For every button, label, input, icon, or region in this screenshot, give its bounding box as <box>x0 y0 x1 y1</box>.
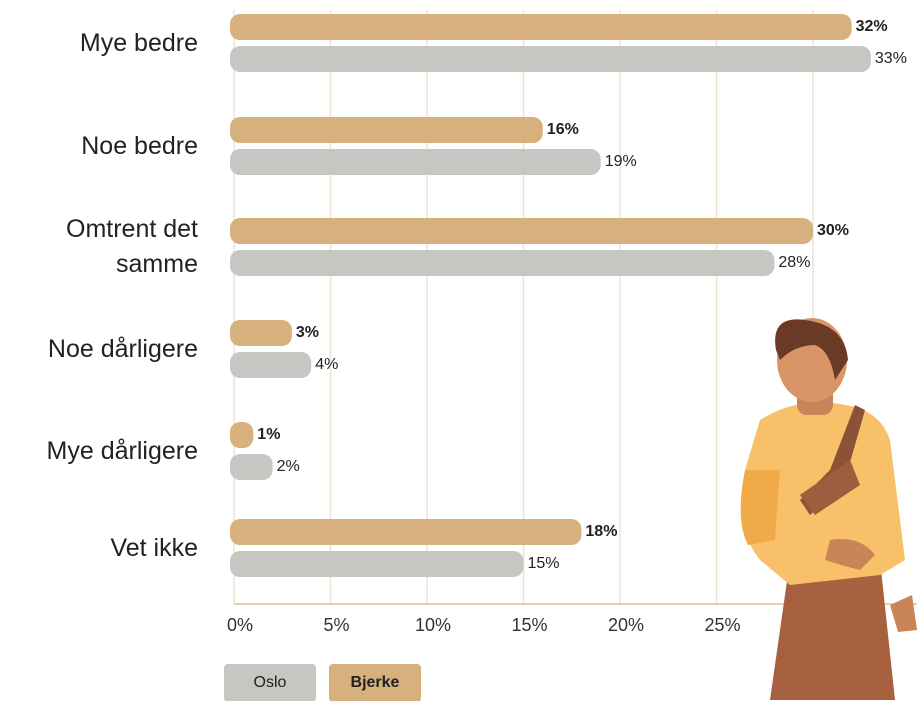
value-label: 4% <box>315 356 338 373</box>
value-label: 28% <box>778 254 810 271</box>
value-label: 30% <box>817 222 849 239</box>
value-label: 1% <box>257 426 280 443</box>
value-label: 2% <box>277 458 300 475</box>
value-label: 19% <box>605 153 637 170</box>
value-label: 3% <box>296 324 319 341</box>
value-label: 33% <box>875 50 907 67</box>
bar <box>230 320 292 346</box>
category-label: Noe dårligere <box>47 334 198 363</box>
category-label: Mye dårligere <box>46 436 198 465</box>
bar <box>230 149 601 175</box>
category-label: Omtrent det samme <box>66 215 198 278</box>
category-label: Noe bedre <box>81 131 198 160</box>
x-tick-label: 5% <box>323 615 349 635</box>
x-tick-label: 0% <box>227 615 253 635</box>
bar <box>230 46 871 72</box>
category-label: Vet ikke <box>110 533 198 562</box>
bar <box>230 454 273 480</box>
x-tick-label: 25% <box>704 615 740 635</box>
bar <box>230 551 524 577</box>
legend-item[interactable]: Oslo <box>224 664 316 701</box>
x-tick-label: 15% <box>511 615 547 635</box>
value-label: 18% <box>585 523 617 540</box>
bar <box>230 14 852 40</box>
bar <box>230 422 254 448</box>
bar <box>230 250 775 276</box>
bar <box>230 117 543 143</box>
legend-item[interactable]: Bjerke <box>329 664 421 701</box>
value-label: 16% <box>547 121 579 138</box>
value-label: 15% <box>528 555 560 572</box>
category-label: Mye bedre <box>79 28 198 57</box>
bar <box>230 352 312 378</box>
x-tick-label: 20% <box>608 615 644 635</box>
x-tick-label: 10% <box>415 615 451 635</box>
value-label: 32% <box>856 18 888 35</box>
bar <box>230 218 813 244</box>
bar <box>230 519 582 545</box>
